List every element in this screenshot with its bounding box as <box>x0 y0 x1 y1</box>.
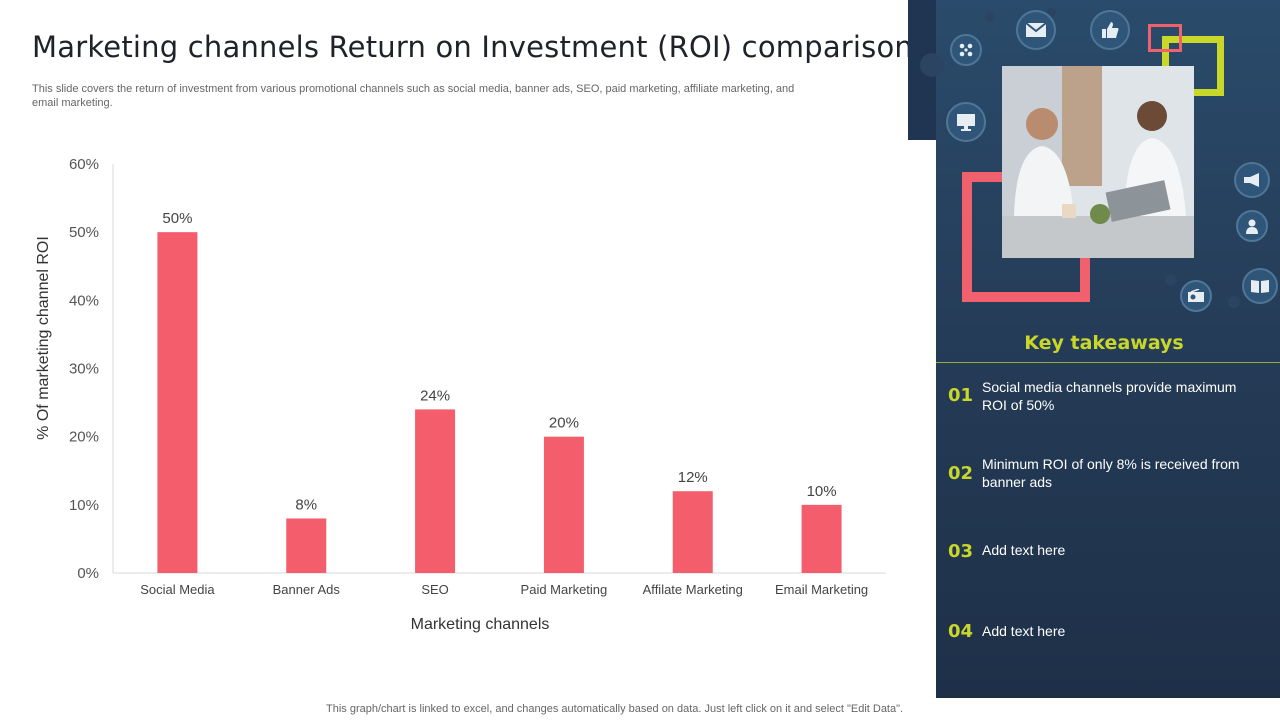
footer-note: This graph/chart is linked to excel, and… <box>326 703 904 715</box>
takeaway-number: 04 <box>948 621 974 642</box>
y-tick-label: 50% <box>69 224 99 241</box>
takeaway-number: 03 <box>948 541 974 562</box>
data-label: 10% <box>807 483 837 500</box>
roi-bar-chart: 0% 10% 20% 30% 40% 50% 60% Social Media Banner … <box>35 156 886 633</box>
radio-icon <box>1180 280 1212 312</box>
takeaways-title: Key takeaways <box>1024 332 1184 354</box>
y-tick-label: 20% <box>69 429 99 446</box>
decor-dot <box>1228 296 1240 308</box>
bar <box>157 232 198 573</box>
x-tick-label: Email Marketing <box>775 582 868 597</box>
x-tick-label: Banner Ads <box>273 582 341 597</box>
decor-frame-pink <box>1148 24 1182 52</box>
x-axis-title: Marketing channels <box>411 616 550 633</box>
y-axis-title: % Of marketing channel ROI <box>35 236 52 440</box>
data-label: 24% <box>420 387 450 404</box>
page-subtitle: This slide covers the return of investme… <box>32 83 795 109</box>
bar <box>543 436 584 573</box>
data-label: 12% <box>678 469 708 486</box>
decor-dot <box>920 53 944 77</box>
takeaway-text: Add text here <box>982 623 1066 639</box>
data-label: 20% <box>549 415 579 432</box>
x-tick-label: Paid Marketing <box>521 582 608 597</box>
bar <box>286 518 327 573</box>
decor-dot <box>1046 8 1056 18</box>
y-tick-label: 0% <box>77 565 99 582</box>
bar <box>801 504 842 573</box>
user-icon <box>1236 210 1268 242</box>
y-tick-label: 30% <box>69 361 99 378</box>
data-label: 50% <box>162 210 192 227</box>
y-tick-label: 60% <box>69 156 99 173</box>
takeaway-number: 02 <box>948 463 974 484</box>
x-tick-label: SEO <box>421 582 448 597</box>
thumbs-up-icon <box>1090 10 1130 50</box>
page-title: Marketing channels Return on Investment … <box>32 30 914 64</box>
bar <box>415 409 456 573</box>
y-tick-label: 10% <box>69 497 99 514</box>
page-number: 57 <box>1252 700 1265 712</box>
takeaway-text: Social media channels provide maximum RO… <box>982 379 1237 413</box>
y-tick-label: 40% <box>69 292 99 309</box>
team-photo <box>1002 66 1194 258</box>
takeaway-number: 01 <box>948 385 974 406</box>
decor-dot <box>985 12 995 22</box>
monitor-icon <box>946 102 986 142</box>
takeaways-divider <box>936 362 1280 363</box>
book-icon <box>1242 268 1278 304</box>
megaphone-icon <box>1234 162 1270 198</box>
x-tick-label: Social Media <box>140 582 215 597</box>
social-network-icon <box>950 34 982 66</box>
x-tick-label: Affilate Marketing <box>643 582 743 597</box>
takeaway-text: Add text here <box>982 542 1066 558</box>
email-icon <box>1016 10 1056 50</box>
decor-dot <box>1165 274 1177 286</box>
data-label: 8% <box>295 496 317 513</box>
bar <box>672 491 713 573</box>
takeaway-text: Minimum ROI of only 8% is received from … <box>982 456 1240 490</box>
